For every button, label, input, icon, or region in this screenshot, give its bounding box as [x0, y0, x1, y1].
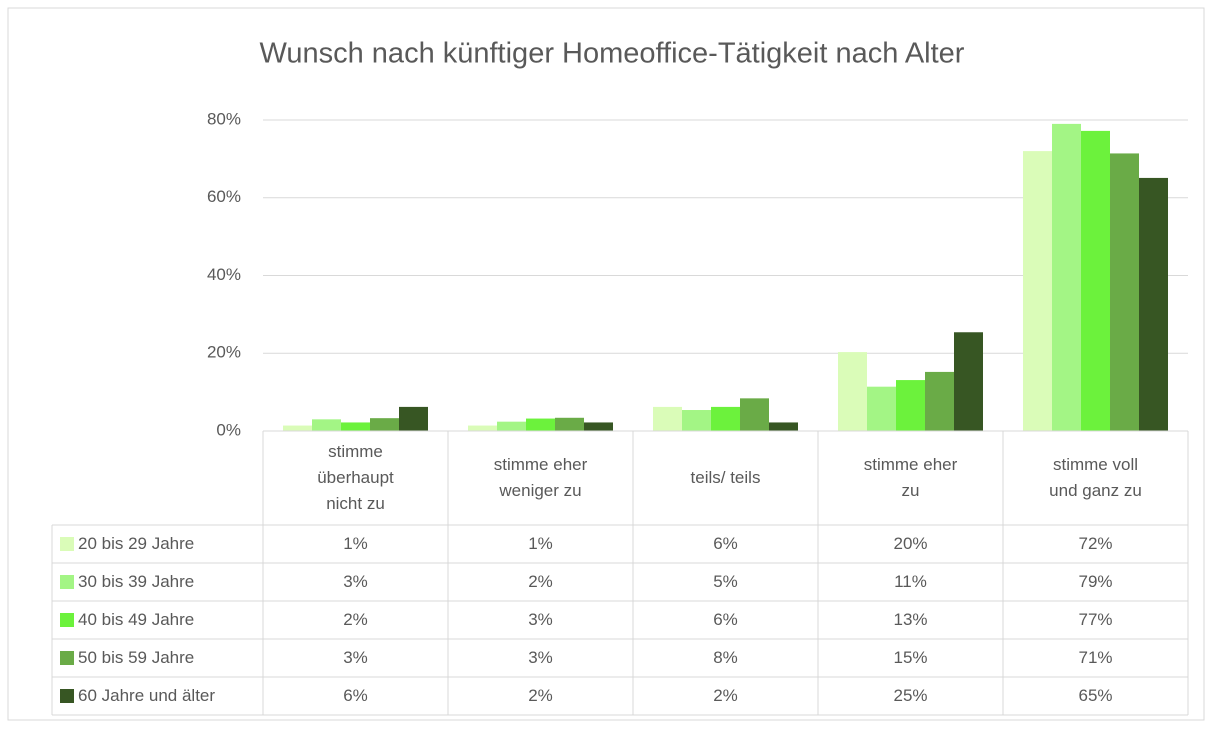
legend-entry: 50 bis 59 Jahre	[52, 639, 263, 677]
bar	[711, 406, 740, 431]
bar	[283, 425, 312, 431]
legend-label: 60 Jahre und älter	[78, 686, 216, 705]
bar	[740, 398, 769, 431]
data-label: 77%	[1078, 610, 1113, 629]
chart-border	[7, 7, 1205, 721]
legend-label: 20 bis 29 Jahre	[78, 534, 195, 553]
x-tick-label: stimme voll und ganz zu	[1049, 455, 1142, 500]
data-label: 72%	[1078, 534, 1113, 553]
data-label: 5%	[713, 572, 738, 591]
data-label: 1%	[528, 534, 553, 553]
legend-entry: 30 bis 39 Jahre	[52, 563, 263, 601]
legend-key	[60, 537, 74, 551]
bar	[399, 406, 428, 431]
data-label: 15%	[893, 648, 928, 667]
data-label: 6%	[343, 686, 368, 705]
bar	[341, 422, 370, 431]
bar	[954, 332, 983, 431]
data-label: 3%	[343, 572, 368, 591]
bar	[867, 386, 896, 431]
chart-title: Wunsch nach künftiger Homeoffice-Tätigke…	[260, 38, 965, 70]
x-tick-label: stimme eher zu	[863, 455, 958, 500]
bar	[925, 371, 954, 431]
legend-key	[60, 689, 74, 703]
bar	[1110, 153, 1139, 431]
bar	[497, 421, 526, 431]
data-label: 6%	[713, 534, 738, 553]
data-label: 3%	[528, 610, 553, 629]
x-tick-label: teils/ teils	[690, 468, 761, 487]
legend-label: 40 bis 49 Jahre	[78, 610, 195, 629]
data-label: 25%	[893, 686, 928, 705]
data-label: 3%	[528, 648, 553, 667]
data-label: 6%	[713, 610, 738, 629]
bar	[1139, 177, 1168, 431]
bar	[1081, 130, 1110, 431]
data-label: 3%	[343, 648, 368, 667]
legend-key	[60, 651, 74, 665]
data-label: 2%	[528, 686, 553, 705]
bar	[584, 422, 613, 431]
legend-entry: 60 Jahre und älter	[52, 677, 263, 715]
bar	[896, 380, 925, 431]
x-tick-label: stimme überhaupt nicht zu	[317, 442, 394, 513]
data-label: 8%	[713, 648, 738, 667]
data-label: 13%	[893, 610, 928, 629]
data-label: 79%	[1078, 572, 1113, 591]
bar	[370, 418, 399, 431]
data-label: 65%	[1078, 686, 1113, 705]
y-tick-label: 80%	[207, 109, 241, 128]
bar	[769, 422, 798, 431]
bar	[838, 352, 867, 431]
data-label: 20%	[893, 534, 928, 553]
bar	[1023, 151, 1052, 431]
y-tick-label: 0%	[216, 420, 241, 439]
bar	[1052, 123, 1081, 431]
bar	[555, 417, 584, 431]
data-label: 2%	[528, 572, 553, 591]
legend-entry: 20 bis 29 Jahre	[52, 525, 263, 563]
y-tick-label: 40%	[207, 265, 241, 284]
legend-label: 30 bis 39 Jahre	[78, 572, 195, 591]
bar	[526, 418, 555, 431]
bar	[312, 419, 341, 431]
legend-label: 50 bis 59 Jahre	[78, 648, 195, 667]
data-label: 2%	[713, 686, 738, 705]
legend-key	[60, 575, 74, 589]
bar	[653, 406, 682, 431]
legend-entry: 40 bis 49 Jahre	[52, 601, 263, 639]
data-label: 71%	[1078, 648, 1113, 667]
data-label: 11%	[894, 572, 927, 591]
y-tick-label: 60%	[207, 187, 241, 206]
data-label: 2%	[343, 610, 368, 629]
y-tick-label: 20%	[207, 343, 241, 362]
bar	[468, 425, 497, 431]
data-label: 1%	[343, 534, 368, 553]
x-tick-label: stimme eher weniger zu	[493, 455, 588, 500]
legend-key	[60, 613, 74, 627]
bar	[682, 410, 711, 431]
